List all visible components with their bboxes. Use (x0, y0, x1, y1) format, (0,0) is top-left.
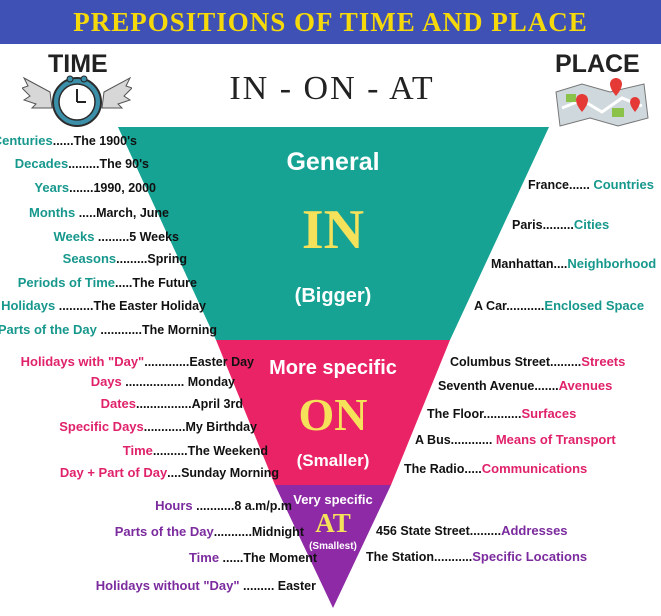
time-in-row: Years.......1990, 2000 (34, 180, 156, 195)
time-in-row: Seasons.........Spring (62, 251, 187, 266)
time-on-row: Specific Days............My Birthday (59, 419, 257, 434)
time-on-row: Dates................April 3rd (100, 396, 243, 411)
location-pin-icon (576, 78, 640, 112)
on-section (216, 340, 450, 485)
place-in-row: Manhattan....Neighborhood (491, 256, 657, 271)
time-in-row: Decades.........The 90's (14, 156, 149, 171)
place-on-row: A Bus............ Means of Transport (415, 432, 616, 447)
on-smaller-label: (Smaller) (296, 451, 370, 470)
in-bigger-label: (Bigger) (294, 285, 372, 307)
time-in-row: Weeks .........5 Weeks (53, 229, 179, 244)
place-in-row: A Car...........Enclosed Space (474, 298, 645, 313)
place-at-row: 456 State Street.........Addresses (376, 523, 568, 538)
time-in-row: Centuries......The 1900's (0, 133, 137, 148)
page-title: PREPOSITIONS OF TIME AND PLACE (73, 7, 588, 37)
place-in-row: France...... Countries (528, 177, 654, 192)
time-at-row: Hours ...........8 a.m/p.m (155, 498, 292, 513)
at-smallest-label: (Smallest) (309, 541, 357, 552)
time-on-row: Holidays with "Day".............Easter D… (20, 354, 254, 369)
place-in-row: Paris.........Cities (512, 217, 610, 232)
time-at-row: Parts of the Day...........Midnight (114, 524, 304, 539)
time-in-row: Periods of Time.....The Future (17, 275, 197, 290)
clock-icon (22, 75, 132, 127)
time-in-row: Months .....March, June (29, 205, 169, 220)
time-at-row: Holidays without "Day" ......... Easter (95, 578, 316, 593)
time-on-row: Days ................. Monday (90, 374, 235, 389)
in-section (118, 127, 549, 340)
title-banner (0, 0, 661, 44)
at-section (275, 485, 391, 608)
in-keyword: IN (301, 199, 365, 261)
at-specific-label: Very specific (293, 492, 373, 507)
in-general-label: General (286, 148, 380, 176)
map-icon (555, 78, 649, 127)
time-in-row: Holidays ..........The Easter Holiday (1, 298, 206, 313)
time-at-row: Time ......The Moment (188, 550, 317, 565)
time-on-row: Time..........The Weekend (122, 443, 268, 458)
place-on-row: The Radio.....Communications (404, 461, 588, 476)
on-keyword: ON (298, 389, 368, 440)
place-label: PLACE (555, 50, 640, 78)
place-on-row: Columbus Street.........Streets (450, 354, 626, 369)
time-in-row: Parts of the Day ............The Morning (0, 322, 217, 337)
wings-icon (22, 76, 132, 109)
place-at-row: The Station...........Specific Locations (366, 549, 588, 564)
time-on-row: Day + Part of Day....Sunday Morning (59, 465, 279, 480)
place-on-row: Seventh Avenue.......Avenues (438, 378, 613, 393)
place-on-row: The Floor...........Surfaces (427, 406, 577, 421)
at-keyword: AT (315, 508, 351, 538)
subtitle: IN - ON - AT (229, 70, 435, 107)
on-specific-label: More specific (269, 357, 397, 379)
time-label: TIME (48, 50, 108, 78)
